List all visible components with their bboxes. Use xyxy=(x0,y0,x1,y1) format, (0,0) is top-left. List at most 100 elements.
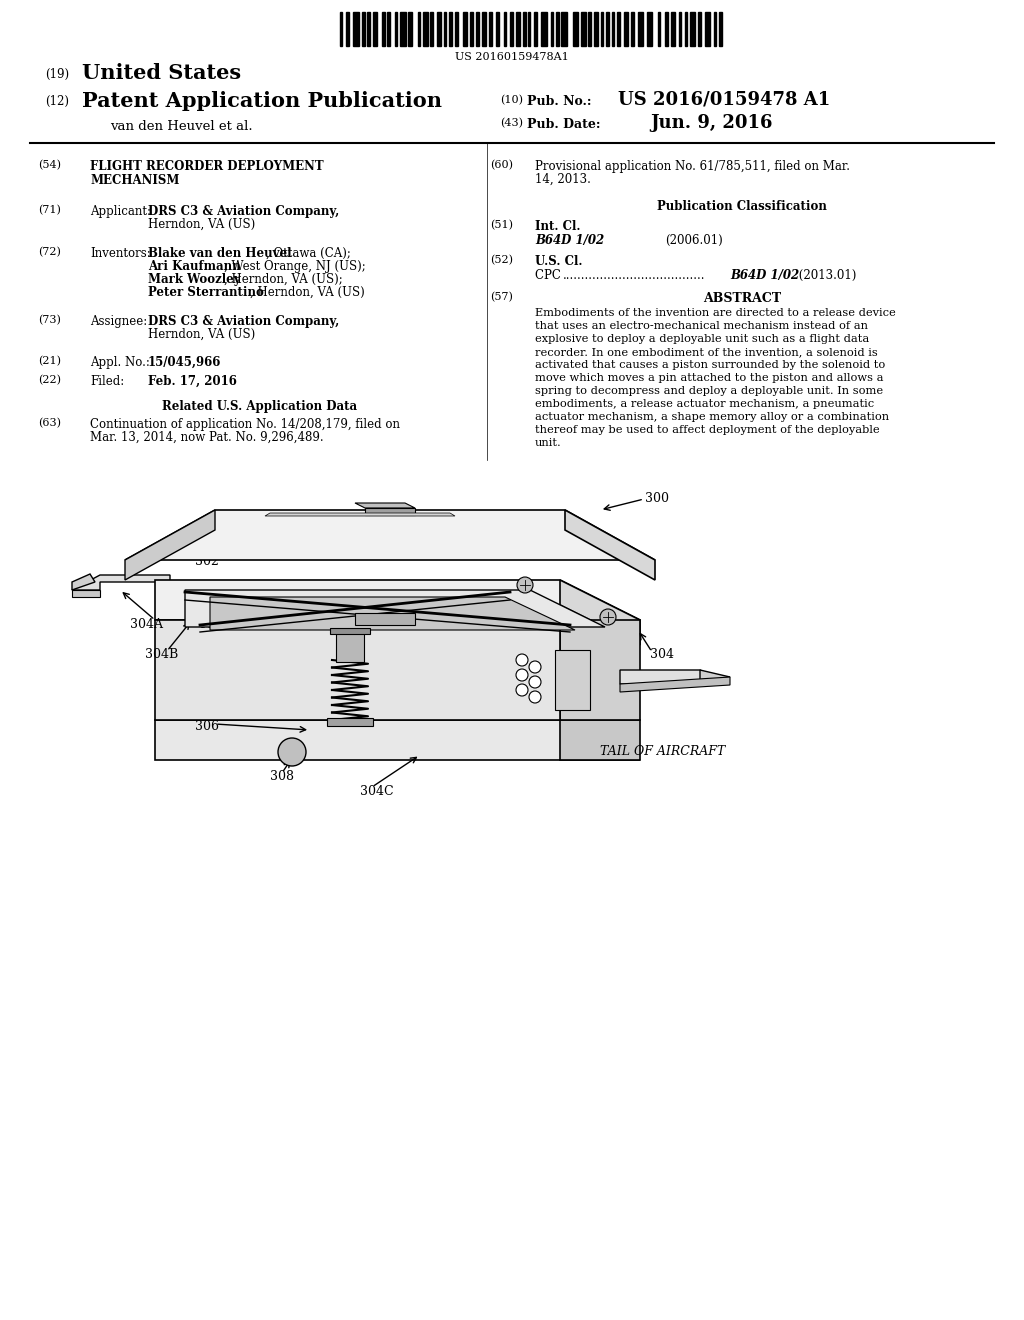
Text: Continuation of application No. 14/208,179, filed on: Continuation of application No. 14/208,1… xyxy=(90,418,400,432)
Bar xyxy=(534,12,537,46)
Bar xyxy=(496,12,499,46)
Polygon shape xyxy=(210,597,575,630)
Bar xyxy=(601,12,603,46)
Text: explosive to deploy a deployable unit such as a flight data: explosive to deploy a deployable unit su… xyxy=(535,334,869,345)
Bar xyxy=(395,12,397,46)
Bar xyxy=(418,12,420,46)
Text: 300: 300 xyxy=(645,492,669,506)
Text: Mar. 13, 2014, now Pat. No. 9,296,489.: Mar. 13, 2014, now Pat. No. 9,296,489. xyxy=(90,432,324,444)
Bar xyxy=(430,12,433,46)
Text: CPC: CPC xyxy=(535,269,564,282)
Circle shape xyxy=(278,738,306,766)
Polygon shape xyxy=(125,510,215,579)
Text: Blake van den Heuvel: Blake van den Heuvel xyxy=(148,247,292,260)
Circle shape xyxy=(529,690,541,704)
Text: United States: United States xyxy=(82,63,241,83)
Bar xyxy=(665,12,668,46)
Bar xyxy=(606,12,609,46)
Text: Ari Kaufmann: Ari Kaufmann xyxy=(148,260,241,273)
Text: B64D 1/02: B64D 1/02 xyxy=(730,269,799,282)
Text: 304C: 304C xyxy=(360,785,393,799)
Text: (71): (71) xyxy=(38,205,60,215)
Bar xyxy=(714,12,716,46)
Bar xyxy=(551,12,553,46)
Text: (73): (73) xyxy=(38,315,60,325)
Text: Jun. 9, 2016: Jun. 9, 2016 xyxy=(650,114,772,132)
Bar xyxy=(573,12,578,46)
Text: (57): (57) xyxy=(490,292,513,302)
Bar xyxy=(523,12,526,46)
Text: , Herndon, VA (US);: , Herndon, VA (US); xyxy=(224,273,343,286)
Bar xyxy=(719,12,722,46)
Bar xyxy=(516,12,520,46)
Polygon shape xyxy=(560,719,640,760)
Circle shape xyxy=(600,609,616,624)
Polygon shape xyxy=(355,612,415,624)
Bar xyxy=(367,12,370,46)
Polygon shape xyxy=(620,677,730,692)
Text: MECHANISM: MECHANISM xyxy=(90,174,179,187)
Text: ABSTRACT: ABSTRACT xyxy=(702,292,781,305)
Text: Related U.S. Application Data: Related U.S. Application Data xyxy=(163,400,357,413)
Circle shape xyxy=(516,669,528,681)
Text: B64D 1/02: B64D 1/02 xyxy=(535,234,604,247)
Bar xyxy=(631,12,634,46)
Bar xyxy=(449,12,452,46)
Text: Herndon, VA (US): Herndon, VA (US) xyxy=(148,218,255,231)
Text: (12): (12) xyxy=(45,95,69,108)
Text: 304B: 304B xyxy=(145,648,178,661)
Polygon shape xyxy=(185,590,605,627)
Text: spring to decompress and deploy a deployable unit. In some: spring to decompress and deploy a deploy… xyxy=(535,385,883,396)
Bar xyxy=(588,12,591,46)
Text: DRS C3 & Aviation Company,: DRS C3 & Aviation Company, xyxy=(148,315,339,327)
Text: 306: 306 xyxy=(195,719,219,733)
Bar xyxy=(679,12,681,46)
Text: TAIL OF AIRCRAFT: TAIL OF AIRCRAFT xyxy=(600,744,725,758)
Text: Publication Classification: Publication Classification xyxy=(657,201,827,213)
Polygon shape xyxy=(155,579,640,620)
Polygon shape xyxy=(560,579,640,645)
Text: (21): (21) xyxy=(38,356,61,367)
Text: move which moves a pin attached to the piston and allows a: move which moves a pin attached to the p… xyxy=(535,374,884,383)
Text: thereof may be used to affect deployment of the deployable: thereof may be used to affect deployment… xyxy=(535,425,880,436)
Polygon shape xyxy=(155,620,560,719)
Text: (60): (60) xyxy=(490,160,513,170)
Text: (51): (51) xyxy=(490,220,513,230)
Text: (63): (63) xyxy=(38,418,61,428)
Circle shape xyxy=(517,577,534,593)
Text: (19): (19) xyxy=(45,69,70,81)
Text: , Herndon, VA (US): , Herndon, VA (US) xyxy=(250,286,365,300)
Bar xyxy=(444,12,446,46)
Text: FRONT OF AIRCRAFT: FRONT OF AIRCRAFT xyxy=(200,618,343,631)
Text: US 20160159478A1: US 20160159478A1 xyxy=(455,51,569,62)
Polygon shape xyxy=(72,590,100,597)
Text: Applicant:: Applicant: xyxy=(90,205,151,218)
Bar xyxy=(647,12,652,46)
Bar xyxy=(400,12,406,46)
Polygon shape xyxy=(72,574,95,590)
Text: Pub. Date:: Pub. Date: xyxy=(527,117,600,131)
Bar xyxy=(690,12,695,46)
Text: activated that causes a piston surrounded by the solenoid to: activated that causes a piston surrounde… xyxy=(535,360,886,370)
Bar xyxy=(346,12,349,46)
Text: embodiments, a release actuator mechanism, a pneumatic: embodiments, a release actuator mechanis… xyxy=(535,399,874,409)
Bar xyxy=(556,12,559,46)
Text: Feb. 17, 2016: Feb. 17, 2016 xyxy=(148,375,237,388)
Text: (10): (10) xyxy=(500,95,523,106)
Text: that uses an electro-mechanical mechanism instead of an: that uses an electro-mechanical mechanis… xyxy=(535,321,868,331)
Bar xyxy=(624,12,628,46)
Text: FLIGHT RECORDER DEPLOYMENT: FLIGHT RECORDER DEPLOYMENT xyxy=(90,160,324,173)
Text: , West Orange, NJ (US);: , West Orange, NJ (US); xyxy=(224,260,366,273)
Bar xyxy=(617,12,620,46)
Text: Int. Cl.: Int. Cl. xyxy=(535,220,581,234)
Text: Herndon, VA (US): Herndon, VA (US) xyxy=(148,327,255,341)
Polygon shape xyxy=(336,630,364,663)
Bar xyxy=(470,12,473,46)
Text: (72): (72) xyxy=(38,247,60,257)
Bar xyxy=(658,12,660,46)
Circle shape xyxy=(516,684,528,696)
Bar xyxy=(685,12,687,46)
Bar xyxy=(541,12,547,46)
Bar xyxy=(437,12,441,46)
Circle shape xyxy=(529,661,541,673)
